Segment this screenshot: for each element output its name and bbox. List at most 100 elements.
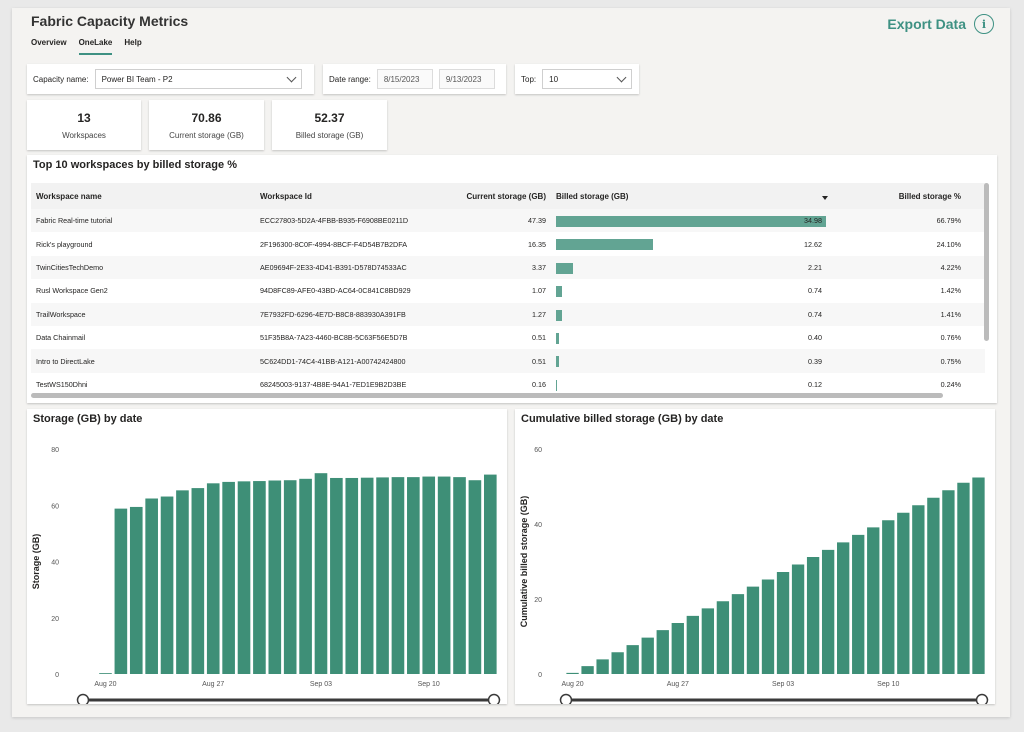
- range-slider-start-handle[interactable]: [559, 693, 573, 705]
- col-billed-storage-pct[interactable]: Billed storage %: [831, 183, 985, 209]
- bar[interactable]: [837, 542, 850, 674]
- bar[interactable]: [468, 480, 482, 674]
- bar[interactable]: [268, 480, 282, 675]
- date-start-input[interactable]: 8/15/2023: [376, 69, 433, 89]
- bar[interactable]: [222, 481, 235, 674]
- bar[interactable]: [957, 482, 970, 674]
- bar[interactable]: [641, 637, 654, 674]
- bar[interactable]: [176, 490, 189, 674]
- billed-storage-label: Billed storage (GB): [295, 130, 364, 140]
- table-row[interactable]: TwinCitiesTechDemo AE09694F-2E33-4D41-B39…: [31, 255, 985, 280]
- info-icon[interactable]: i: [974, 14, 994, 34]
- bar[interactable]: [160, 496, 174, 674]
- bar[interactable]: [99, 673, 112, 674]
- bar[interactable]: [912, 505, 925, 674]
- table-row[interactable]: TrailWorkspace 7E7932FD-6296-4E7D-B8C8-88…: [31, 302, 985, 326]
- table-row[interactable]: Fabric Real-time tutorial ECC27803-5D2A-4…: [31, 209, 985, 233]
- bar[interactable]: [942, 490, 955, 674]
- table-vertical-scrollbar[interactable]: [984, 183, 989, 341]
- bar[interactable]: [283, 480, 297, 674]
- export-data-label: Export Data: [887, 16, 966, 32]
- bar[interactable]: [806, 557, 820, 674]
- bar[interactable]: [671, 623, 684, 674]
- tab-help[interactable]: Help: [124, 38, 142, 47]
- range-slider-end-handle[interactable]: [975, 693, 989, 705]
- date-end-input[interactable]: 9/13/2023: [438, 69, 495, 89]
- bar[interactable]: [345, 477, 359, 674]
- tab-overview[interactable]: Overview: [31, 38, 67, 47]
- workspace-id-cell: 5C624DD1-74C4-41BB-A121-A00742424800: [255, 349, 445, 373]
- table-horizontal-scrollbar[interactable]: [31, 393, 943, 398]
- bar[interactable]: [776, 572, 790, 674]
- bar[interactable]: [852, 534, 865, 674]
- bar[interactable]: [626, 645, 639, 674]
- table-row[interactable]: Data Chainmail 51F35B8A-7A23-4460-BC8B-5C…: [31, 326, 985, 349]
- bar[interactable]: [821, 549, 835, 674]
- bar[interactable]: [360, 477, 374, 674]
- bar[interactable]: [299, 478, 312, 674]
- range-slider-end-handle[interactable]: [487, 693, 501, 705]
- bar[interactable]: [972, 477, 985, 675]
- cumulative-billed-chart: Cumulative billed storage (GB) 0 20 40 60 Aug…: [519, 447, 989, 705]
- bar[interactable]: [114, 508, 128, 674]
- bar[interactable]: [716, 601, 730, 674]
- bar[interactable]: [701, 608, 715, 674]
- bar[interactable]: [437, 476, 451, 674]
- bar[interactable]: [791, 564, 805, 675]
- y-tick-label: 20: [51, 616, 59, 623]
- bar[interactable]: [453, 477, 466, 674]
- bar[interactable]: [206, 483, 220, 674]
- billed-storage-cell: 0.74: [551, 302, 831, 326]
- bar[interactable]: [129, 506, 143, 674]
- workspaces-card: 13 Workspaces: [27, 100, 141, 150]
- bar[interactable]: [376, 477, 389, 674]
- storage-by-date-panel: Storage (GB) by date Storage (GB) 0 20 40 60…: [27, 409, 507, 704]
- top-dropdown[interactable]: 10: [542, 69, 633, 89]
- table-row[interactable]: TestWS150Dhni 68245003-9137-4B8E-94A1-7ED…: [31, 373, 985, 396]
- bar[interactable]: [407, 477, 420, 674]
- table-row[interactable]: Intro to DirectLake 5C624DD1-74C4-41BB-A1…: [31, 349, 985, 373]
- bar[interactable]: [191, 488, 205, 674]
- tab-onelake[interactable]: OneLake: [78, 38, 113, 55]
- bar[interactable]: [686, 615, 699, 674]
- bar[interactable]: [391, 477, 405, 674]
- workspace-id-cell: 7E7932FD-6296-4E7D-B8C8-883930A391FB: [255, 302, 445, 326]
- table-row[interactable]: Rusl Workspace Gen2 94D8FC89-AFE0-43BD-AC…: [31, 279, 985, 302]
- top-workspaces-panel: Top 10 workspaces by billed storage % Wo…: [27, 155, 997, 403]
- bar[interactable]: [422, 476, 436, 674]
- x-tick-label: Sep 03: [310, 681, 332, 688]
- range-slider-start-handle[interactable]: [76, 693, 90, 705]
- bar[interactable]: [314, 473, 328, 674]
- bar[interactable]: [656, 630, 669, 674]
- bar[interactable]: [581, 666, 594, 674]
- capacity-label: Capacity name:: [33, 74, 89, 84]
- capacity-dropdown[interactable]: Power BI Team - P2: [94, 69, 302, 89]
- billed-pct-cell: 0.24%: [940, 379, 961, 389]
- col-billed-storage[interactable]: Billed storage (GB): [551, 183, 831, 209]
- x-tick-label: Sep 10: [877, 681, 899, 688]
- bar[interactable]: [566, 672, 579, 674]
- bar[interactable]: [253, 481, 266, 674]
- bar[interactable]: [761, 579, 775, 675]
- billed-storage-value: 0.39: [808, 356, 822, 366]
- col-current-storage[interactable]: Current storage (GB): [445, 183, 551, 209]
- export-data-button[interactable]: Export Data i: [887, 14, 994, 34]
- billed-pct-cell: 1.42%: [940, 286, 961, 296]
- bar[interactable]: [746, 586, 760, 674]
- bar[interactable]: [237, 481, 251, 674]
- bar[interactable]: [596, 659, 609, 674]
- bar[interactable]: [611, 652, 624, 674]
- bar[interactable]: [731, 594, 745, 674]
- bar[interactable]: [145, 498, 158, 675]
- bar[interactable]: [330, 477, 343, 674]
- sort-desc-icon[interactable]: [822, 196, 828, 200]
- col-workspace-id[interactable]: Workspace Id: [255, 183, 445, 209]
- bar[interactable]: [867, 527, 880, 674]
- workspace-name-cell: Fabric Real-time tutorial: [31, 209, 255, 233]
- table-row[interactable]: Rick's playground 2F196300-8C0F-4994-8BCF…: [31, 232, 985, 255]
- bar[interactable]: [882, 520, 895, 674]
- bar[interactable]: [483, 474, 497, 674]
- bar[interactable]: [927, 497, 940, 674]
- col-workspace-name[interactable]: Workspace name: [31, 183, 255, 209]
- bar[interactable]: [897, 512, 910, 674]
